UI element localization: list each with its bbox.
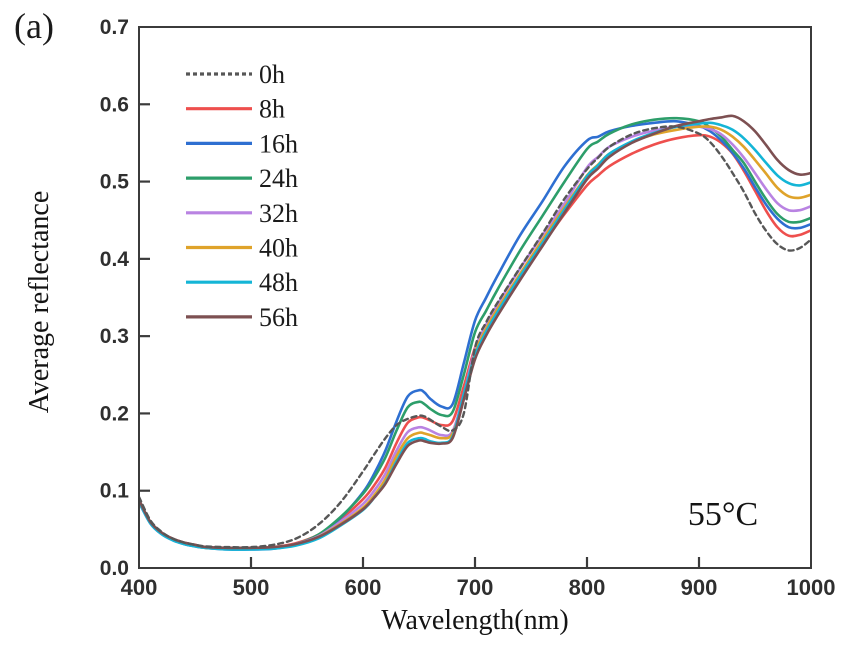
series-line-40h (138, 125, 812, 551)
x-tick-label: 900 (681, 575, 718, 600)
y-tick-label: 0.3 (100, 325, 129, 348)
legend-label-8h: 8h (259, 95, 285, 124)
legend-label-56h: 56h (259, 303, 298, 332)
x-tick-label: 700 (457, 575, 494, 600)
series-line-8h (138, 133, 812, 550)
series-line-32h (138, 125, 812, 551)
y-tick-label: 0.2 (100, 402, 129, 425)
x-tick-label: 400 (121, 575, 158, 600)
series-group (138, 114, 812, 551)
series-line-24h (138, 116, 812, 551)
x-tick-label: 1000 (787, 575, 836, 600)
legend-label-24h: 24h (259, 164, 298, 193)
x-axis-title: Wavelength(nm) (381, 605, 569, 636)
legend-label-0h: 0h (259, 60, 285, 89)
y-tick-label: 0.0 (100, 557, 129, 580)
y-tick-label: 0.6 (100, 93, 129, 116)
y-tick-label: 0.5 (100, 171, 130, 194)
legend: 0h 8h 16h 24h 32h 40h 48h 56h (186, 60, 298, 332)
plot-frame (138, 26, 812, 569)
x-tick-label: 600 (345, 575, 382, 600)
legend-label-16h: 16h (259, 129, 298, 158)
x-tick-label: 800 (569, 575, 606, 600)
legend-label-48h: 48h (259, 268, 298, 297)
legend-label-32h: 32h (259, 199, 298, 228)
y-tick-label: 0.1 (100, 480, 130, 503)
legend-label-40h: 40h (259, 234, 298, 263)
series-line-0h (138, 125, 812, 549)
temperature-annotation: 55°C (687, 496, 759, 533)
y-axis-title: Average reflectance (24, 190, 55, 414)
x-tick-label: 500 (233, 575, 270, 600)
figure-panel-label: (a) (14, 6, 54, 46)
y-tick-label: 0.7 (100, 16, 129, 39)
series-line-48h (138, 121, 812, 551)
y-tick-label: 0.4 (100, 248, 130, 271)
